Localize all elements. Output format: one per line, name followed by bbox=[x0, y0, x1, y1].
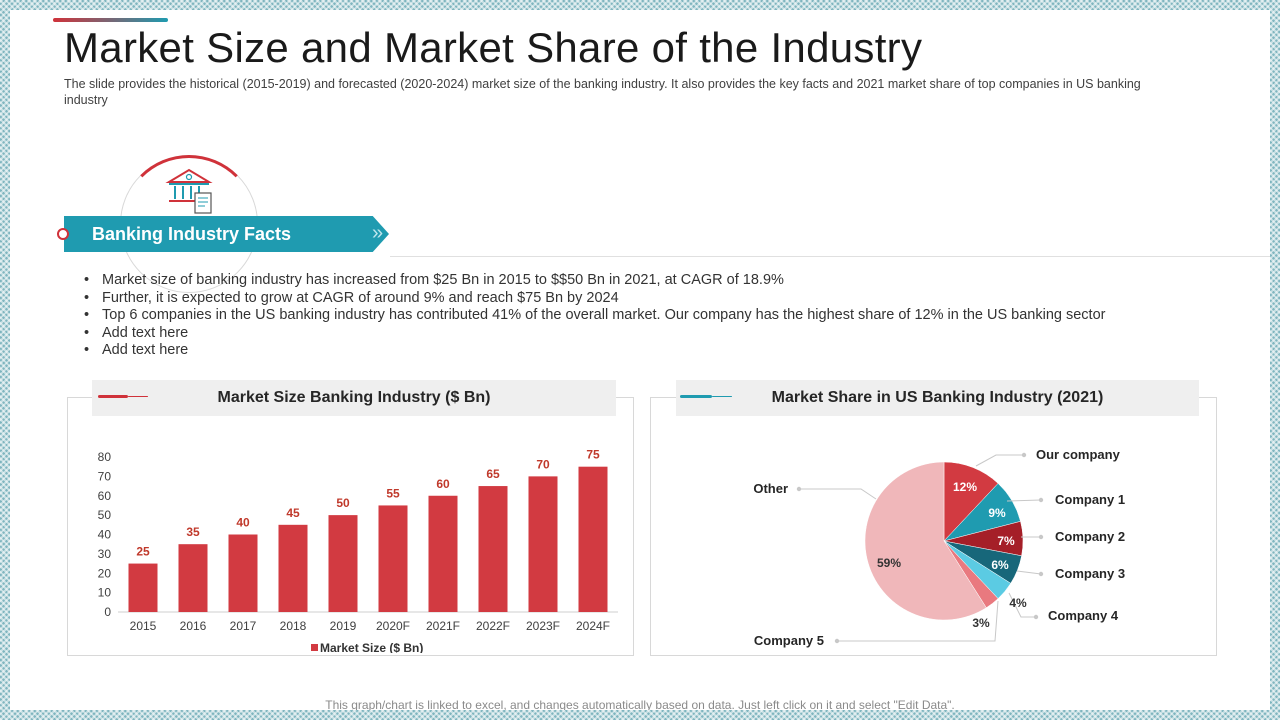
x-tick-label: 2016 bbox=[180, 619, 207, 633]
leader-dot bbox=[1033, 614, 1039, 620]
data-label: 25 bbox=[136, 545, 150, 559]
bar bbox=[278, 524, 308, 612]
bar bbox=[228, 534, 258, 612]
y-tick-label: 70 bbox=[98, 469, 112, 483]
leader-line bbox=[1016, 570, 1042, 575]
y-tick-label: 60 bbox=[98, 489, 112, 503]
bar bbox=[178, 544, 208, 612]
bar bbox=[378, 505, 408, 612]
x-tick-label: 2015 bbox=[130, 619, 157, 633]
data-label: 75 bbox=[586, 448, 600, 462]
slice-value-label: 6% bbox=[991, 558, 1009, 572]
slice-label: Company 3 bbox=[1055, 566, 1125, 581]
x-tick-label: 2018 bbox=[280, 619, 307, 633]
slice-value-label: 12% bbox=[953, 480, 977, 494]
leader-dot bbox=[1038, 571, 1044, 577]
leader-dot bbox=[1038, 534, 1044, 540]
leader-dot bbox=[796, 486, 802, 492]
slice-value-label: 9% bbox=[988, 506, 1006, 520]
data-label: 70 bbox=[536, 457, 550, 471]
leader-dot bbox=[834, 638, 840, 644]
icon-arc-accent bbox=[120, 155, 258, 293]
footer-note: This graph/chart is linked to excel, and… bbox=[325, 698, 955, 710]
bar-chart-title: Market Size Banking Industry ($ Bn) bbox=[92, 380, 616, 416]
pie-chart[interactable]: Our company 12% Company 1 9% Company 2 7% Comp… bbox=[651, 415, 1214, 653]
data-label: 50 bbox=[336, 496, 350, 510]
ribbon-dot bbox=[57, 228, 69, 240]
leader-line bbox=[1006, 499, 1042, 502]
chevron-right-icon: » bbox=[372, 222, 384, 244]
y-tick-label: 40 bbox=[98, 528, 112, 542]
x-tick-label: 2022F bbox=[476, 619, 510, 633]
pie-chart-accent-tail bbox=[712, 396, 732, 397]
data-label: 45 bbox=[286, 506, 300, 520]
bank-icon bbox=[165, 168, 213, 214]
slice-label: Company 1 bbox=[1055, 492, 1125, 507]
data-label: 35 bbox=[186, 525, 200, 539]
y-tick-label: 10 bbox=[98, 586, 112, 600]
bar-chart-accent bbox=[98, 395, 128, 398]
bar bbox=[578, 466, 608, 612]
slice-label: Company 2 bbox=[1055, 529, 1125, 544]
title-accent-bar bbox=[53, 18, 168, 22]
x-tick-label: 2020F bbox=[376, 619, 410, 633]
fact-item: • Market size of banking industry has inc… bbox=[84, 272, 784, 288]
data-label: 60 bbox=[436, 477, 450, 491]
bar bbox=[478, 486, 508, 612]
data-label: 55 bbox=[386, 486, 400, 500]
slide-title: Market Size and Market Share of the Indu… bbox=[64, 24, 923, 71]
leader-dot bbox=[1021, 452, 1027, 458]
x-tick-label: 2021F bbox=[426, 619, 460, 633]
fact-item: • Top 6 companies in the US banking indus… bbox=[84, 307, 1106, 324]
y-tick-label: 30 bbox=[98, 547, 112, 561]
bar bbox=[528, 476, 558, 612]
data-label: 40 bbox=[236, 516, 250, 530]
y-tick-label: 20 bbox=[98, 566, 112, 580]
section-title: Banking Industry Facts bbox=[92, 224, 292, 244]
legend-label: Market Size ($ Bn) bbox=[320, 641, 423, 653]
pie-slice bbox=[943, 461, 999, 542]
bar-chart-accent-tail bbox=[128, 396, 148, 397]
y-tick-label: 80 bbox=[98, 450, 112, 464]
slice-value-label: 59% bbox=[877, 556, 901, 570]
leader-line bbox=[975, 454, 1024, 467]
x-tick-label: 2023F bbox=[526, 619, 560, 633]
data-label: 65 bbox=[486, 467, 500, 481]
leader-line bbox=[837, 600, 999, 642]
bar bbox=[428, 495, 458, 612]
bar bbox=[328, 515, 358, 612]
x-tick-label: 2019 bbox=[330, 619, 357, 633]
legend-swatch bbox=[311, 644, 318, 651]
slide-subtitle: The slide provides the historical (2015-… bbox=[64, 77, 1141, 107]
leader-dot bbox=[1038, 497, 1044, 503]
slice-label: Company 4 bbox=[1048, 608, 1119, 623]
slide: Market Size and Market Share of the Indu… bbox=[10, 10, 1270, 710]
leader-line bbox=[799, 488, 877, 500]
y-tick-label: 50 bbox=[98, 508, 112, 522]
section-ribbon bbox=[64, 216, 389, 252]
y-tick-label: 0 bbox=[104, 605, 111, 619]
leader-line bbox=[1008, 592, 1036, 618]
pie-chart-accent bbox=[680, 395, 712, 398]
slice-value-label: 4% bbox=[1009, 596, 1027, 610]
slice-value-label: 7% bbox=[997, 534, 1015, 548]
fact-item: • Further, it is expected to grow at CAGR… bbox=[84, 289, 619, 306]
slice-label: Other bbox=[753, 481, 788, 496]
fact-item: • Add text here bbox=[84, 324, 189, 341]
facts-list: • Market size of banking industry has inc… bbox=[84, 272, 1105, 360]
slice-label: Our company bbox=[1036, 447, 1121, 462]
section-divider bbox=[390, 256, 1270, 257]
x-tick-label: 2017 bbox=[230, 619, 257, 633]
x-tick-label: 2024F bbox=[576, 619, 610, 633]
bar-chart[interactable]: 0 10 20 30 40 50 60 70 80 25 2015 35 2016 40 2017 45 201… bbox=[68, 415, 631, 653]
pie-chart-title: Market Share in US Banking Industry (202… bbox=[676, 380, 1199, 416]
slice-value-label: 3% bbox=[972, 616, 990, 630]
slice-label: Company 5 bbox=[754, 633, 824, 648]
bar bbox=[128, 563, 158, 612]
pie-slice bbox=[864, 461, 987, 621]
fact-item: • Add text here bbox=[84, 342, 189, 359]
